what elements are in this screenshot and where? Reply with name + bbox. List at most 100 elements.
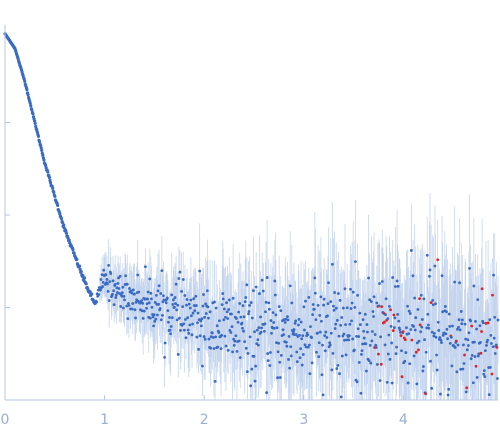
data-point bbox=[289, 345, 293, 349]
data-point bbox=[190, 333, 194, 337]
data-point bbox=[71, 248, 75, 252]
data-point bbox=[323, 349, 327, 353]
outlier-point bbox=[399, 334, 403, 338]
data-point bbox=[277, 341, 281, 345]
data-point bbox=[170, 316, 174, 320]
data-point bbox=[150, 305, 154, 309]
data-point bbox=[197, 347, 200, 351]
data-point bbox=[177, 277, 181, 280]
data-point bbox=[314, 318, 318, 321]
data-point bbox=[198, 334, 202, 338]
data-point bbox=[214, 335, 217, 339]
data-point bbox=[344, 323, 347, 327]
data-point bbox=[316, 331, 319, 335]
data-point bbox=[289, 354, 293, 358]
data-point bbox=[204, 312, 208, 315]
data-point bbox=[108, 280, 112, 284]
data-point bbox=[254, 364, 258, 368]
data-point bbox=[238, 302, 242, 305]
data-point bbox=[207, 316, 210, 320]
data-point bbox=[209, 346, 213, 350]
data-point bbox=[188, 323, 192, 327]
outlier-point bbox=[379, 362, 383, 366]
data-point bbox=[102, 268, 106, 272]
data-point bbox=[249, 301, 253, 304]
data-point bbox=[184, 336, 188, 340]
data-point bbox=[143, 265, 147, 269]
data-point bbox=[469, 319, 472, 323]
data-point bbox=[126, 317, 130, 321]
data-point bbox=[412, 325, 415, 328]
data-point bbox=[486, 338, 489, 342]
data-point bbox=[292, 330, 295, 334]
data-point bbox=[277, 305, 281, 309]
data-point bbox=[431, 298, 435, 302]
data-point bbox=[389, 324, 393, 328]
data-point bbox=[72, 251, 76, 255]
data-point bbox=[236, 320, 240, 324]
data-point bbox=[190, 314, 193, 318]
data-point bbox=[304, 299, 307, 303]
data-point bbox=[298, 334, 301, 337]
data-point bbox=[278, 376, 282, 379]
data-point bbox=[23, 79, 27, 83]
data-point bbox=[267, 307, 271, 311]
data-point bbox=[430, 386, 434, 390]
data-point bbox=[407, 332, 411, 336]
data-point bbox=[341, 306, 345, 310]
data-point bbox=[476, 354, 480, 358]
data-point bbox=[186, 316, 190, 320]
data-point bbox=[28, 101, 32, 105]
data-point bbox=[182, 322, 186, 326]
data-point bbox=[124, 274, 128, 278]
data-point bbox=[406, 304, 409, 308]
data-point bbox=[106, 289, 110, 293]
data-point bbox=[352, 348, 356, 352]
data-point bbox=[180, 290, 183, 293]
data-point bbox=[476, 298, 480, 301]
data-point bbox=[281, 328, 285, 332]
data-point bbox=[349, 307, 353, 310]
data-point bbox=[358, 311, 362, 315]
data-point bbox=[39, 146, 43, 150]
data-point bbox=[419, 330, 423, 334]
data-point bbox=[122, 295, 126, 298]
data-point bbox=[459, 310, 463, 313]
data-point bbox=[239, 315, 243, 319]
data-point bbox=[364, 369, 368, 373]
data-point bbox=[53, 194, 57, 198]
data-point bbox=[130, 291, 134, 295]
data-point bbox=[259, 315, 262, 319]
data-point bbox=[274, 313, 278, 317]
data-point bbox=[266, 359, 270, 363]
data-point bbox=[226, 317, 230, 320]
data-point bbox=[461, 367, 465, 371]
data-point bbox=[199, 319, 203, 323]
data-point bbox=[261, 289, 265, 293]
outlier-point bbox=[414, 350, 418, 354]
data-point bbox=[160, 269, 164, 273]
data-point bbox=[360, 353, 363, 356]
data-point bbox=[203, 315, 207, 319]
data-point bbox=[174, 282, 178, 286]
data-point bbox=[412, 354, 416, 358]
data-point bbox=[130, 307, 134, 311]
data-point bbox=[430, 330, 434, 334]
data-point bbox=[422, 297, 426, 301]
data-point bbox=[202, 293, 205, 296]
data-point bbox=[33, 119, 37, 123]
data-point bbox=[208, 310, 212, 314]
data-point bbox=[311, 303, 315, 306]
outlier-point bbox=[429, 301, 433, 305]
data-point bbox=[344, 353, 348, 357]
data-point bbox=[179, 329, 182, 332]
data-point bbox=[384, 297, 388, 301]
data-point bbox=[471, 381, 475, 385]
data-point bbox=[213, 300, 216, 304]
outlier-point bbox=[400, 375, 404, 379]
data-point bbox=[233, 339, 237, 343]
data-point bbox=[101, 285, 105, 288]
data-point bbox=[268, 364, 272, 367]
data-point bbox=[185, 298, 189, 301]
data-point bbox=[321, 343, 324, 347]
